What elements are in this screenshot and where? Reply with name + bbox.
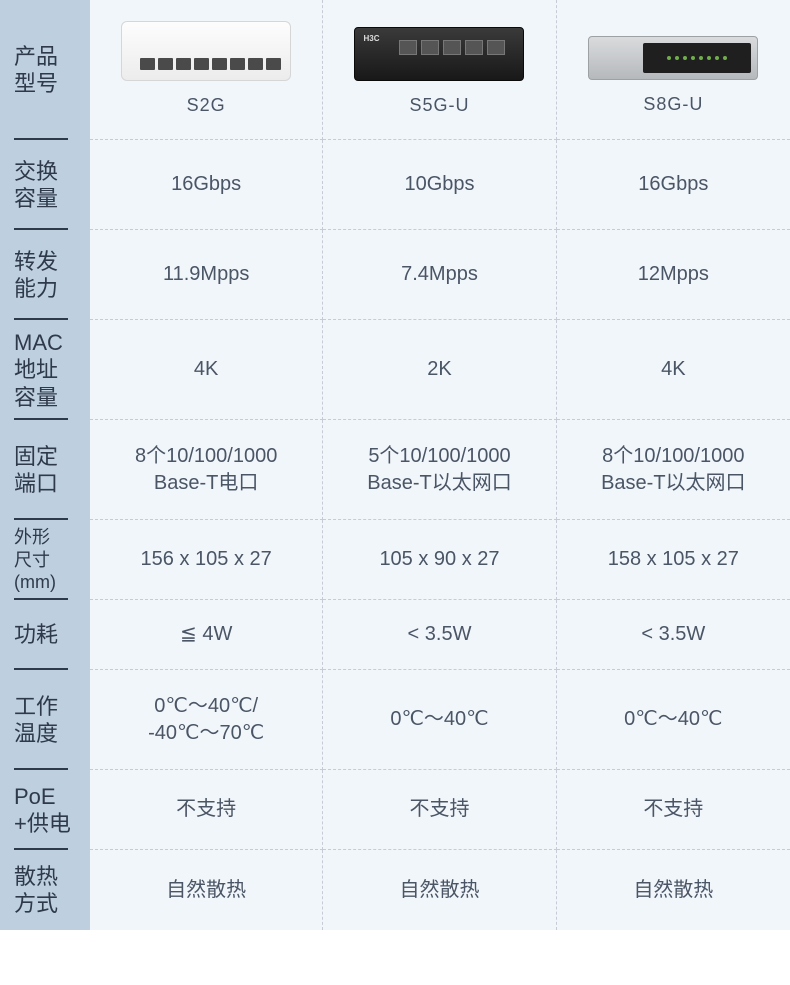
label-text: PoE +供电 <box>14 783 71 838</box>
value: Base-T电口 <box>154 470 258 497</box>
cell-ports-0: 8个10/100/1000Base-T电口 <box>90 420 323 520</box>
cell-cooling-0: 自然散热 <box>90 850 323 930</box>
product-2-model: S8G-U <box>643 92 703 116</box>
value: 自然散热 <box>166 877 246 904</box>
label-text: 交换 容量 <box>14 158 58 213</box>
value: 7.4Mpps <box>401 261 478 288</box>
value: 不支持 <box>643 796 703 823</box>
label-text: 散热 方式 <box>14 863 58 918</box>
label-cooling: 散热 方式 <box>0 850 90 930</box>
cell-temp-0: 0℃～40℃/-40℃～70℃ <box>90 670 323 770</box>
cell-dim-2: 158 x 105 x 27 <box>557 520 790 600</box>
label-ports: 固定 端口 <box>0 420 90 520</box>
label-text: 外形 尺寸 (mm) <box>14 526 56 594</box>
cell-power-1: < 3.5W <box>323 600 556 670</box>
value: 8个10/100/1000 <box>602 443 744 470</box>
label-poe: PoE +供电 <box>0 770 90 850</box>
product-0-model: S2G <box>187 93 226 117</box>
label-forwarding: 转发 能力 <box>0 230 90 320</box>
cell-capacity-2: 16Gbps <box>557 140 790 230</box>
label-dimensions: 外形 尺寸 (mm) <box>0 520 90 600</box>
cell-temp-1: 0℃～40℃ <box>323 670 556 770</box>
cell-dim-0: 156 x 105 x 27 <box>90 520 323 600</box>
value: 156 x 105 x 27 <box>141 546 272 573</box>
product-0-header: S2G <box>90 0 323 140</box>
value: 11.9Mpps <box>163 261 249 288</box>
cell-mac-0: 4K <box>90 320 323 420</box>
value: < 3.5W <box>641 621 705 648</box>
label-temp: 工作 温度 <box>0 670 90 770</box>
value: 105 x 90 x 27 <box>379 546 499 573</box>
value: 4K <box>194 356 218 383</box>
value: 158 x 105 x 27 <box>608 546 739 573</box>
label-mac: MAC 地址 容量 <box>0 320 90 420</box>
cell-capacity-0: 16Gbps <box>90 140 323 230</box>
cell-mac-1: 2K <box>323 320 556 420</box>
value: 0℃～40℃ <box>624 706 722 733</box>
cell-forwarding-0: 11.9Mpps <box>90 230 323 320</box>
value: 2K <box>427 356 451 383</box>
cell-poe-0: 不支持 <box>90 770 323 850</box>
cell-cooling-1: 自然散热 <box>323 850 556 930</box>
cell-poe-2: 不支持 <box>557 770 790 850</box>
value: 5个10/100/1000 <box>368 443 510 470</box>
value: < 3.5W <box>408 621 472 648</box>
product-image-s2g <box>121 21 291 81</box>
value: ≦ 4W <box>180 621 232 648</box>
product-1-model: S5G-U <box>409 93 469 117</box>
cell-mac-2: 4K <box>557 320 790 420</box>
value: 自然散热 <box>633 877 713 904</box>
cell-power-2: < 3.5W <box>557 600 790 670</box>
comparison-table: 产品 型号 S2G H3C S5G-U S8G-U 交换 容量 16Gbps 1… <box>0 0 790 930</box>
value: Base-T以太网口 <box>367 470 511 497</box>
cell-capacity-1: 10Gbps <box>323 140 556 230</box>
value: -40℃～70℃ <box>148 720 264 747</box>
value: 0℃～40℃ <box>390 706 488 733</box>
cell-poe-1: 不支持 <box>323 770 556 850</box>
value: 自然散热 <box>399 877 479 904</box>
label-capacity: 交换 容量 <box>0 140 90 230</box>
value: 16Gbps <box>638 171 708 198</box>
cell-cooling-2: 自然散热 <box>557 850 790 930</box>
label-text: 产品 型号 <box>14 43 58 98</box>
label-model: 产品 型号 <box>0 0 90 140</box>
value: 10Gbps <box>404 171 474 198</box>
label-text: 工作 温度 <box>14 693 58 748</box>
product-1-header: H3C S5G-U <box>323 0 556 140</box>
cell-forwarding-2: 12Mpps <box>557 230 790 320</box>
value: 0℃～40℃/ <box>154 693 258 720</box>
value: 12Mpps <box>638 261 709 288</box>
cell-ports-1: 5个10/100/1000Base-T以太网口 <box>323 420 556 520</box>
value: 不支持 <box>409 796 469 823</box>
label-text: MAC 地址 容量 <box>14 329 63 412</box>
value: 不支持 <box>176 796 236 823</box>
label-text: 功耗 <box>14 621 58 649</box>
product-image-s8gu <box>588 36 758 80</box>
value: 4K <box>661 356 685 383</box>
label-power: 功耗 <box>0 600 90 670</box>
value: 8个10/100/1000 <box>135 443 277 470</box>
product-2-header: S8G-U <box>557 0 790 140</box>
cell-ports-2: 8个10/100/1000Base-T以太网口 <box>557 420 790 520</box>
value: 16Gbps <box>171 171 241 198</box>
cell-power-0: ≦ 4W <box>90 600 323 670</box>
product-image-s5gu: H3C <box>354 27 524 81</box>
label-text: 固定 端口 <box>14 443 58 498</box>
cell-forwarding-1: 7.4Mpps <box>323 230 556 320</box>
cell-dim-1: 105 x 90 x 27 <box>323 520 556 600</box>
cell-temp-2: 0℃～40℃ <box>557 670 790 770</box>
value: Base-T以太网口 <box>601 470 745 497</box>
label-text: 转发 能力 <box>14 248 58 303</box>
